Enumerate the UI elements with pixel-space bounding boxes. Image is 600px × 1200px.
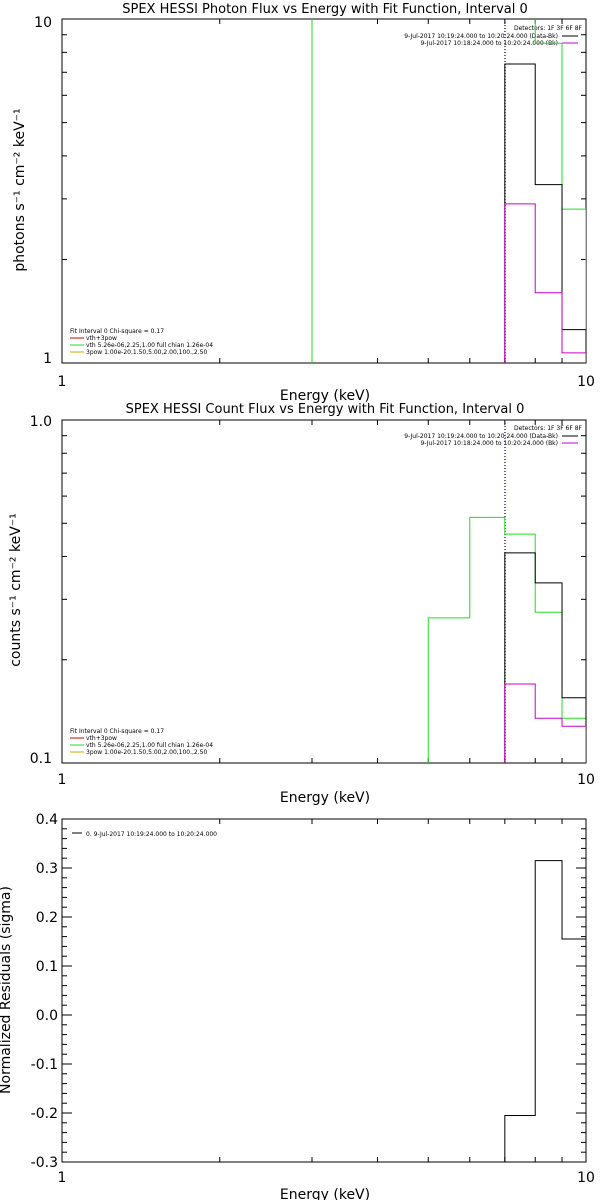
legend-bk: 9-Jul-2017 10:18:24.000 to 10:20:24.000 … [420,40,558,47]
series-bk [504,203,586,363]
legend-detectors: Detectors: 1F 3F 6F 8F [514,25,583,32]
series-vth-3pow [427,516,586,763]
series-vth-3pow [311,19,586,363]
residuals-panel: Energy (keV) Normalized Residuals (sigma… [0,812,595,1200]
plot-frame [61,818,587,1163]
legend-vth: vth 5.26e-06,2.25,1.00 full chian 1.26e-… [86,742,213,749]
series-residuals [504,860,586,1162]
series-bk [504,683,586,763]
legend-detectors: Detectors: 1F 3F 6F 8F [514,425,583,432]
legend-data-bk: 9-Jul-2017 10:19:24.000 to 10:20:24.000 … [404,433,558,440]
legend-data-bk: 9-Jul-2017 10:19:24.000 to 10:20:24.000 … [404,33,558,40]
photon-flux-ylabel: photons s⁻¹ cm⁻² keV⁻¹ [12,108,28,271]
y-tick-label: 0.2 [36,910,58,926]
photon-flux-panel: SPEX HESSI Photon Flux vs Energy with Fi… [12,2,595,404]
residuals-ylabel: Normalized Residuals (sigma) [0,886,14,1094]
legend-3pow: 3pow 1.00e-20,1.50,5.00,2.00,100.,2.50 [86,349,207,356]
y-tick-label: 1.0 [30,414,52,430]
legend-bk: 9-Jul-2017 10:18:24.000 to 10:20:24.000 … [420,440,558,447]
y-tick-label: 10 [34,15,52,31]
y-tick-label: 0.0 [36,1008,58,1024]
y-tick-label: -0.3 [31,1155,58,1171]
x-tick-label: 1 [58,772,67,788]
legend-model: vth+3pow [86,735,117,742]
legend-vth: vth 5.26e-06,2.25,1.00 full chian 1.26e-… [86,342,213,349]
legend-fit-interval: Fit Interval 0 Chi-square = 0.17 [70,328,164,335]
legend-residuals: 0. 9-Jul-2017 10:19:24.000 to 10:20:24.0… [86,831,217,838]
y-tick-label: 1 [43,351,52,367]
legend-fit-interval: Fit Interval 0 Chi-square = 0.17 [70,728,164,735]
series-data-bk [504,552,586,763]
count-flux-ylabel: counts s⁻¹ cm⁻² keV⁻¹ [8,513,24,667]
y-tick-label: 0.3 [36,861,58,877]
y-tick-label: 0.1 [36,959,58,975]
x-tick-label: 10 [577,374,595,390]
x-tick-label: 10 [577,1170,595,1186]
residuals-xlabel: Energy (keV) [280,1187,370,1200]
y-tick-label: -0.1 [31,1057,58,1073]
y-tick-label: 0.1 [30,751,52,767]
y-tick-label: 0.4 [36,812,58,828]
count-flux-xlabel: Energy (keV) [280,790,370,806]
x-tick-label: 1 [58,374,67,390]
series-data-bk [504,63,586,363]
plot-frame [61,419,587,764]
count-flux-panel: SPEX HESSI Count Flux vs Energy with Fit… [8,402,595,806]
count-flux-title: SPEX HESSI Count Flux vs Energy with Fit… [126,402,525,417]
plot-frame [61,18,587,364]
photon-flux-xlabel: Energy (keV) [280,388,370,404]
photon-flux-title: SPEX HESSI Photon Flux vs Energy with Fi… [122,2,528,17]
legend-3pow: 3pow 1.00e-20,1.50,5.00,2.00,100.,2.50 [86,749,207,756]
x-tick-label: 10 [577,772,595,788]
y-tick-label: -0.2 [31,1106,58,1122]
legend-model: vth+3pow [86,335,117,342]
x-tick-label: 1 [58,1170,67,1186]
